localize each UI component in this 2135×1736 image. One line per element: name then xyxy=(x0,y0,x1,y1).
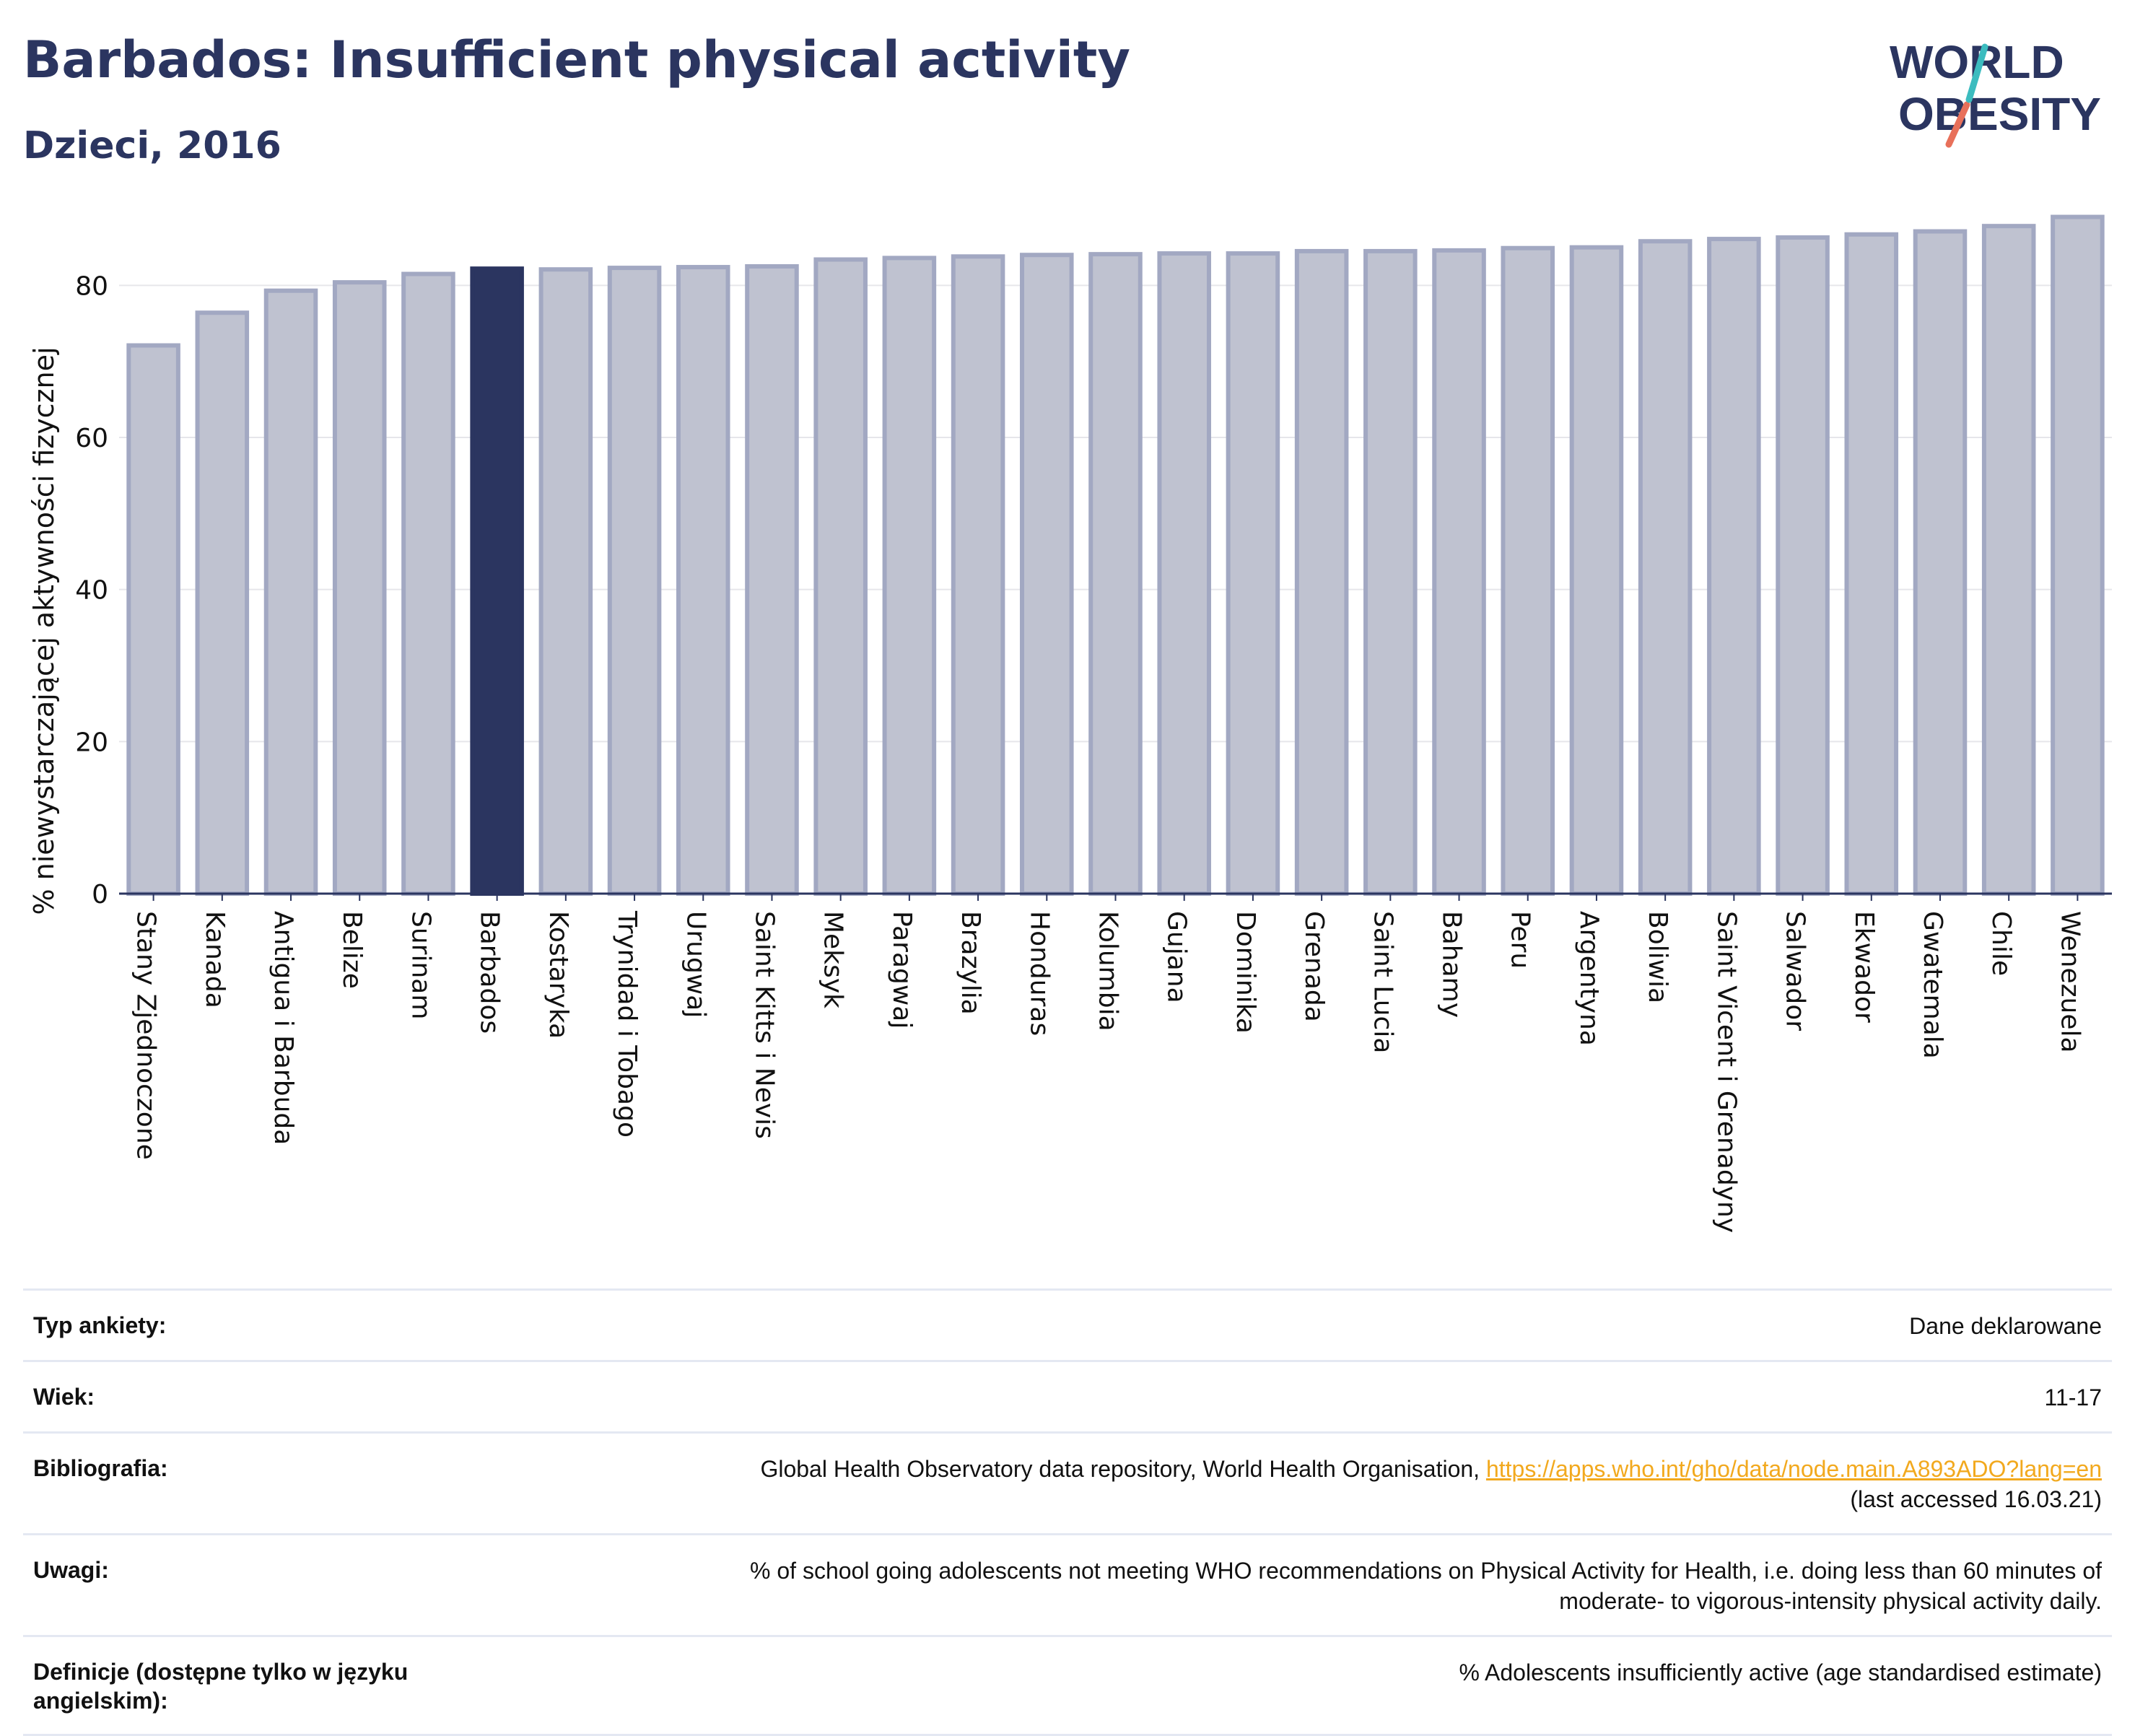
x-tick-label: Trynidad i Tobago xyxy=(612,910,642,1138)
x-tick-label: Belize xyxy=(337,911,367,989)
x-tick-label: Saint Lucia xyxy=(1368,911,1397,1053)
x-tick-label: Brazylia xyxy=(956,911,985,1015)
x-tick-label: Dominika xyxy=(1231,911,1260,1034)
bar xyxy=(470,266,524,897)
info-value: % Adolescents insufficiently active (age… xyxy=(1459,1659,2102,1685)
bibliography-accessed: (last accessed 16.03.21) xyxy=(1850,1486,2102,1512)
info-row-definitions: Definicje (dostępne tylko w języku angie… xyxy=(23,1635,2112,1736)
info-row-notes: Uwagi: % of school going adolescents not… xyxy=(23,1533,2112,1635)
bar xyxy=(401,271,455,896)
y-tick-label: 60 xyxy=(75,424,108,453)
x-tick-label: Peru xyxy=(1506,911,1535,969)
chart-subtitle: Dzieci, 2016 xyxy=(23,124,281,167)
x-axis-ticks: Stany Zjednoczone Kanada Antigua i Barbuda… xyxy=(131,894,2084,1233)
info-label: Uwagi: xyxy=(33,1557,109,1583)
bar xyxy=(332,280,387,896)
notes-line2: moderate- to vigorous-intensity physical… xyxy=(1559,1588,2102,1614)
bar xyxy=(1294,248,1349,896)
bar xyxy=(1638,239,1693,896)
x-tick-label: Stany Zjednoczone xyxy=(131,911,161,1160)
x-tick-label: Ekwador xyxy=(1849,911,1879,1023)
y-tick-label: 20 xyxy=(75,728,108,757)
x-tick-label: Wenezuela xyxy=(2055,911,2084,1053)
x-tick-label: Argentyna xyxy=(1574,911,1604,1046)
bars xyxy=(126,214,2105,897)
info-row-bibliography: Bibliografia: Global Health Observatory … xyxy=(23,1431,2112,1533)
notes-line1: % of school going adolescents not meetin… xyxy=(750,1558,2102,1584)
x-tick-label: Kolumbia xyxy=(1093,911,1123,1031)
y-tick-label: 40 xyxy=(75,576,108,606)
chart-title: Barbados: Insufficient physical activity xyxy=(23,30,1130,90)
bar xyxy=(263,288,318,896)
x-tick-label: Urugwaj xyxy=(681,911,710,1018)
definitions-label-line2: angielskim): xyxy=(33,1688,168,1714)
x-tick-label: Antigua i Barbuda xyxy=(268,911,298,1145)
bar xyxy=(1844,232,1899,896)
y-tick-label: 80 xyxy=(75,271,108,301)
x-tick-label: Meksyk xyxy=(818,911,848,1008)
x-tick-label: Surinam xyxy=(406,911,435,1019)
x-tick-label: Grenada xyxy=(1299,911,1329,1022)
bar xyxy=(951,254,1005,897)
bar xyxy=(1981,224,2036,896)
info-table: Typ ankiety: Dane deklarowane Wiek: 11-1… xyxy=(23,1288,2112,1736)
bar xyxy=(745,264,799,896)
x-tick-label: Boliwia xyxy=(1643,911,1672,1003)
bar xyxy=(1569,245,1624,896)
info-label: Definicje (dostępne tylko w języku angie… xyxy=(33,1657,466,1715)
info-value: Global Health Observatory data repositor… xyxy=(466,1454,2112,1514)
bar xyxy=(607,266,662,896)
info-value: 11-17 xyxy=(2044,1384,2102,1410)
bar xyxy=(1776,235,1830,896)
x-tick-label: Saint Kitts i Nevis xyxy=(749,911,779,1139)
x-tick-label: Gwatemala xyxy=(1918,911,1947,1059)
bar xyxy=(2051,214,2105,896)
x-tick-label: Saint Vicent i Grenadyny xyxy=(1711,911,1741,1233)
bar xyxy=(882,256,937,896)
y-axis-label: % niewystarczającej aktywności fizycznej xyxy=(28,346,60,915)
bar xyxy=(1913,229,1968,896)
bar-chart: 0 20 40 60 80 Stany Zjednoczone Kanada Antigua… xyxy=(28,214,2112,1233)
x-tick-label: Chile xyxy=(1986,911,2016,976)
bar xyxy=(1226,251,1280,896)
bar xyxy=(1707,237,1761,896)
bar xyxy=(1088,252,1143,896)
bar xyxy=(126,343,180,896)
definitions-label-line1: Definicje (dostępne tylko w języku xyxy=(33,1659,409,1685)
x-tick-label: Kostaryka xyxy=(543,911,573,1039)
bar xyxy=(538,267,593,897)
bar xyxy=(1501,245,1555,897)
info-label: Typ ankiety: xyxy=(33,1312,167,1338)
x-tick-label: Paragwaj xyxy=(887,911,917,1029)
info-row-age: Wiek: 11-17 xyxy=(23,1360,2112,1431)
bar xyxy=(813,257,868,896)
info-label: Bibliografia: xyxy=(33,1455,168,1481)
info-value: % of school going adolescents not meetin… xyxy=(466,1556,2112,1616)
bar xyxy=(1157,251,1211,896)
x-tick-label: Salwador xyxy=(1781,911,1810,1031)
bar xyxy=(1432,248,1486,896)
bar xyxy=(195,310,250,896)
bibliography-link[interactable]: https://apps.who.int/gho/data/node.main.… xyxy=(1485,1456,2102,1482)
x-tick-label: Honduras xyxy=(1024,911,1054,1036)
y-axis-ticks: 0 20 40 60 80 xyxy=(75,271,108,910)
x-tick-label: Gujana xyxy=(1162,911,1192,1003)
bar xyxy=(676,265,730,896)
bibliography-text: Global Health Observatory data repositor… xyxy=(760,1456,1486,1482)
x-tick-label: Kanada xyxy=(200,911,230,1008)
info-label: Wiek: xyxy=(33,1384,95,1410)
x-tick-label: Bahamy xyxy=(1437,911,1467,1018)
world-obesity-logo: WORLD OBESITY xyxy=(1890,36,2101,148)
bar xyxy=(1363,248,1418,896)
logo-line2: OBESITY xyxy=(1898,88,2101,140)
bar xyxy=(1020,253,1074,896)
info-value: Dane deklarowane xyxy=(1909,1313,2102,1339)
x-tick-label: Barbados xyxy=(475,911,505,1034)
info-row-survey-type: Typ ankiety: Dane deklarowane xyxy=(23,1288,2112,1360)
y-tick-label: 0 xyxy=(92,880,108,910)
